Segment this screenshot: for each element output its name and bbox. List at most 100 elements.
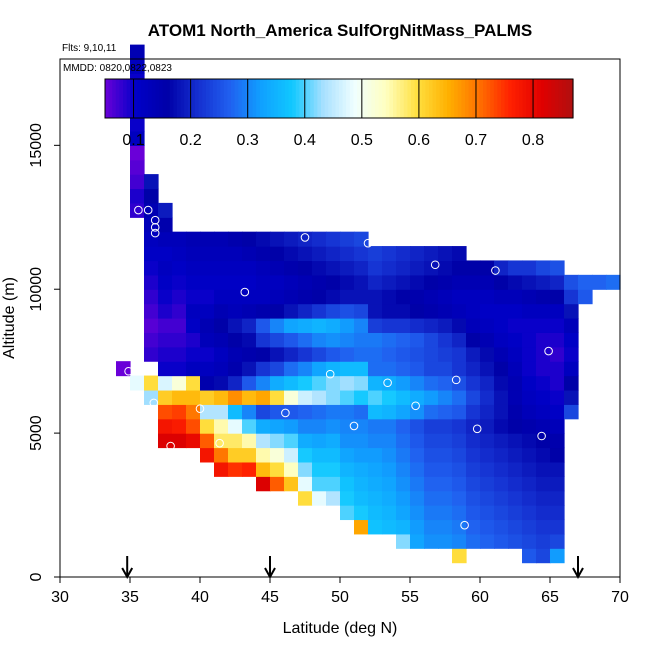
heatmap-cell: [382, 274, 397, 290]
y-tick-label: 0: [28, 572, 45, 581]
heatmap-cell: [424, 418, 439, 434]
colorbar-tick-label: 0.2: [179, 132, 201, 149]
colorbar-segment: [396, 79, 401, 118]
heatmap-cell: [200, 332, 215, 348]
heatmap-cell: [270, 260, 285, 276]
heatmap-cell: [410, 404, 425, 420]
heatmap-cell: [564, 375, 579, 391]
heatmap-cell: [270, 318, 285, 333]
colorbar-segment: [515, 79, 520, 118]
heatmap-cell: [242, 332, 257, 348]
heatmap-cell: [466, 346, 481, 362]
colorbar-segment: [403, 79, 408, 118]
y-axis-label: Altitude (m): [1, 277, 18, 359]
colorbar-segment: [432, 79, 437, 118]
heatmap-cell: [480, 519, 495, 535]
heatmap-cell: [424, 346, 439, 362]
sample-point: [349, 421, 359, 431]
heatmap-cell: [508, 418, 523, 434]
heatmap-cell: [480, 332, 495, 348]
heatmap-cell: [326, 332, 341, 348]
heatmap-cell: [522, 548, 537, 564]
heatmap-cell: [382, 389, 397, 405]
heatmap-cell: [256, 346, 271, 362]
heatmap-cell: [200, 447, 215, 463]
heatmap-cell: [494, 260, 509, 276]
heatmap-cell: [550, 260, 565, 276]
heatmap-cell: [298, 318, 313, 333]
colorbar-segment: [346, 79, 351, 118]
heatmap-cell: [186, 260, 201, 276]
heatmap-cell: [186, 231, 201, 247]
colorbar-segment: [270, 79, 275, 118]
heatmap-cell: [172, 375, 187, 391]
heatmap-cell: [340, 289, 355, 305]
heatmap-cell: [354, 246, 369, 262]
heatmap-cell: [438, 289, 453, 305]
heatmap-cell: [312, 231, 327, 247]
heatmap-cell: [186, 318, 201, 333]
heatmap-cell: [354, 361, 369, 377]
heatmap-cell: [340, 274, 355, 290]
heatmap-cell: [228, 260, 243, 276]
sample-point: [281, 408, 290, 418]
colorbar-segment: [249, 79, 254, 118]
heatmap-cell: [536, 289, 551, 305]
heatmap-cell: [410, 461, 425, 477]
heatmap-cell: [214, 231, 229, 247]
heatmap-cell: [424, 533, 439, 549]
heatmap-cell: [312, 389, 327, 405]
heatmap-cell: [144, 217, 159, 233]
heatmap-cell: [256, 318, 271, 333]
heatmap-cell: [466, 404, 481, 420]
heatmap-cell: [466, 490, 481, 506]
colorbar-segment: [317, 79, 322, 118]
heatmap-cell: [298, 418, 313, 434]
heatmap-cell: [200, 303, 215, 319]
heatmap-cell: [536, 375, 551, 391]
heatmap-cell: [172, 361, 187, 377]
heatmap-cell: [312, 361, 327, 377]
heatmap-cell: [340, 318, 355, 333]
heatmap-cell: [256, 433, 271, 449]
heatmap-cell: [480, 461, 495, 477]
colorbar-segment: [429, 79, 434, 118]
heatmap-cell: [368, 289, 383, 305]
heatmap-cell: [494, 289, 509, 305]
colorbar-segment: [223, 79, 228, 118]
heatmap-cell: [494, 389, 509, 405]
heatmap-cell: [298, 447, 313, 463]
colorbar-tick-label: 0.3: [237, 132, 259, 149]
heatmap-cell: [354, 332, 369, 348]
heatmap-cell: [298, 375, 313, 391]
heatmap-cell: [368, 260, 383, 276]
heatmap-cell: [130, 159, 145, 175]
heatmap-cell: [326, 476, 341, 492]
heatmap-cell: [396, 447, 411, 463]
heatmap-cell: [158, 418, 173, 434]
heatmap-cell: [438, 433, 453, 449]
heatmap-cell: [550, 289, 565, 305]
heatmap-cell: [144, 260, 159, 276]
colorbar-segment: [497, 79, 502, 118]
heatmap-cell: [522, 375, 537, 391]
heatmap-cell: [186, 303, 201, 319]
colorbar-segment: [537, 79, 542, 118]
heatmap-cell: [452, 375, 467, 391]
heatmap-cell: [228, 346, 243, 362]
heatmap-cell: [536, 404, 551, 420]
colorbar-segment: [407, 79, 412, 118]
sample-point: [451, 375, 461, 385]
heatmap-cell: [186, 346, 201, 362]
colorbar-ticks: 0.1 0.2 0.3 0.4 0.5 0.6 0.7 0.8: [122, 79, 544, 149]
colorbar-segment: [155, 79, 160, 118]
heatmap-cell: [438, 361, 453, 377]
heatmap-cell: [508, 389, 523, 405]
heatmap-cell: [158, 361, 173, 377]
heatmap-cell: [242, 289, 257, 305]
heatmap-cell: [214, 274, 229, 290]
colorbar-segment: [371, 79, 376, 118]
heatmap-cell: [396, 519, 411, 535]
heatmap-cell: [536, 433, 551, 449]
heatmap-cell: [452, 476, 467, 492]
